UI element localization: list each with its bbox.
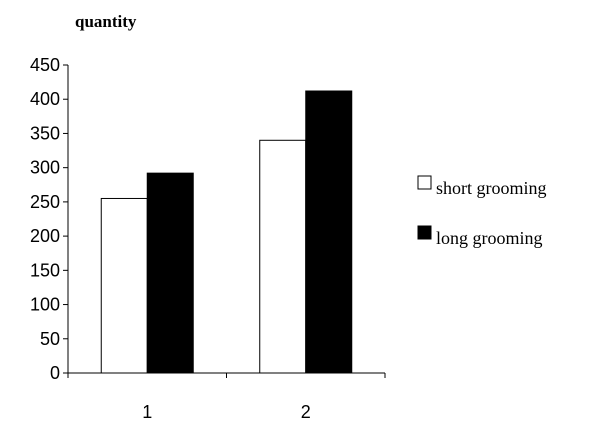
legend-swatch xyxy=(417,225,432,240)
bars-group xyxy=(100,90,353,374)
bar-short-grooming-2 xyxy=(259,139,307,374)
y-tick-label: 250 xyxy=(30,192,60,212)
bar-long-grooming-2 xyxy=(305,90,353,374)
y-axis: 0 50 100 150 200 250 300 350 400 450 xyxy=(30,55,68,383)
y-axis-label: quantity xyxy=(75,12,137,31)
y-tick-label: 0 xyxy=(50,363,60,383)
y-tick-label: 100 xyxy=(30,295,60,315)
y-tick-label: 50 xyxy=(40,329,60,349)
legend-label: long grooming xyxy=(436,228,543,248)
x-tick-label: 2 xyxy=(301,402,311,422)
legend-label: short grooming xyxy=(436,178,547,198)
y-tick-label: 400 xyxy=(30,89,60,109)
y-tick-label: 200 xyxy=(30,226,60,246)
x-tick-label: 1 xyxy=(142,402,152,422)
y-tick-label: 150 xyxy=(30,260,60,280)
bar-short-grooming-1 xyxy=(100,197,148,374)
y-tick-label: 450 xyxy=(30,55,60,75)
bar-long-grooming-1 xyxy=(146,172,194,374)
legend: short grooming long grooming xyxy=(417,175,547,248)
axes-lines xyxy=(67,65,385,374)
y-tick-label: 350 xyxy=(30,123,60,143)
y-tick-label: 300 xyxy=(30,158,60,178)
legend-swatch xyxy=(417,175,432,190)
